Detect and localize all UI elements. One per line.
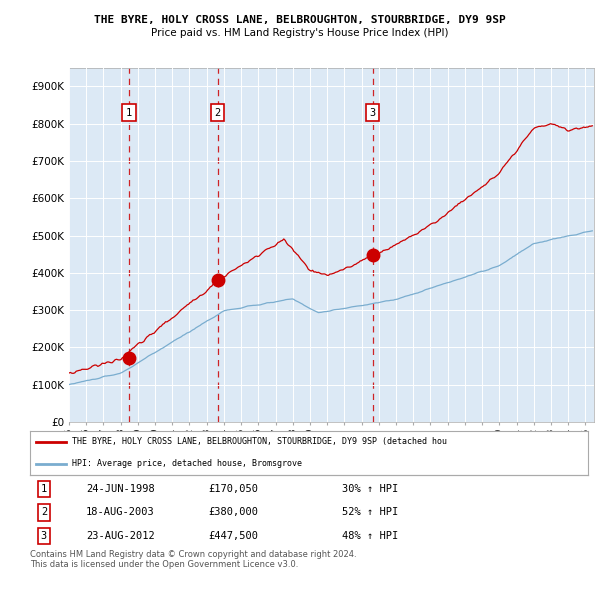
Text: 52% ↑ HPI: 52% ↑ HPI [343,507,399,517]
Text: 30% ↑ HPI: 30% ↑ HPI [343,484,399,494]
Text: Price paid vs. HM Land Registry's House Price Index (HPI): Price paid vs. HM Land Registry's House … [151,28,449,38]
Text: £380,000: £380,000 [209,507,259,517]
Text: THE BYRE, HOLY CROSS LANE, BELBROUGHTON, STOURBRIDGE, DY9 9SP: THE BYRE, HOLY CROSS LANE, BELBROUGHTON,… [94,15,506,25]
Text: HPI: Average price, detached house, Bromsgrove: HPI: Average price, detached house, Brom… [72,460,302,468]
Text: 18-AUG-2003: 18-AUG-2003 [86,507,155,517]
Text: £447,500: £447,500 [209,531,259,541]
Text: 24-JUN-1998: 24-JUN-1998 [86,484,155,494]
Text: 23-AUG-2012: 23-AUG-2012 [86,531,155,541]
Text: 3: 3 [41,531,47,541]
Text: £170,050: £170,050 [209,484,259,494]
Text: THE BYRE, HOLY CROSS LANE, BELBROUGHTON, STOURBRIDGE, DY9 9SP (detached hou: THE BYRE, HOLY CROSS LANE, BELBROUGHTON,… [72,437,447,446]
Text: 2: 2 [41,507,47,517]
Text: 1: 1 [41,484,47,494]
Text: 1: 1 [126,107,132,117]
Text: 3: 3 [370,107,376,117]
Text: 2: 2 [214,107,221,117]
Text: 48% ↑ HPI: 48% ↑ HPI [343,531,399,541]
Text: Contains HM Land Registry data © Crown copyright and database right 2024.
This d: Contains HM Land Registry data © Crown c… [30,550,356,569]
